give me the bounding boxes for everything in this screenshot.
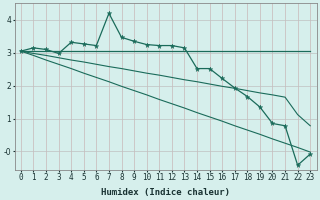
X-axis label: Humidex (Indice chaleur): Humidex (Indice chaleur) [101,188,230,197]
